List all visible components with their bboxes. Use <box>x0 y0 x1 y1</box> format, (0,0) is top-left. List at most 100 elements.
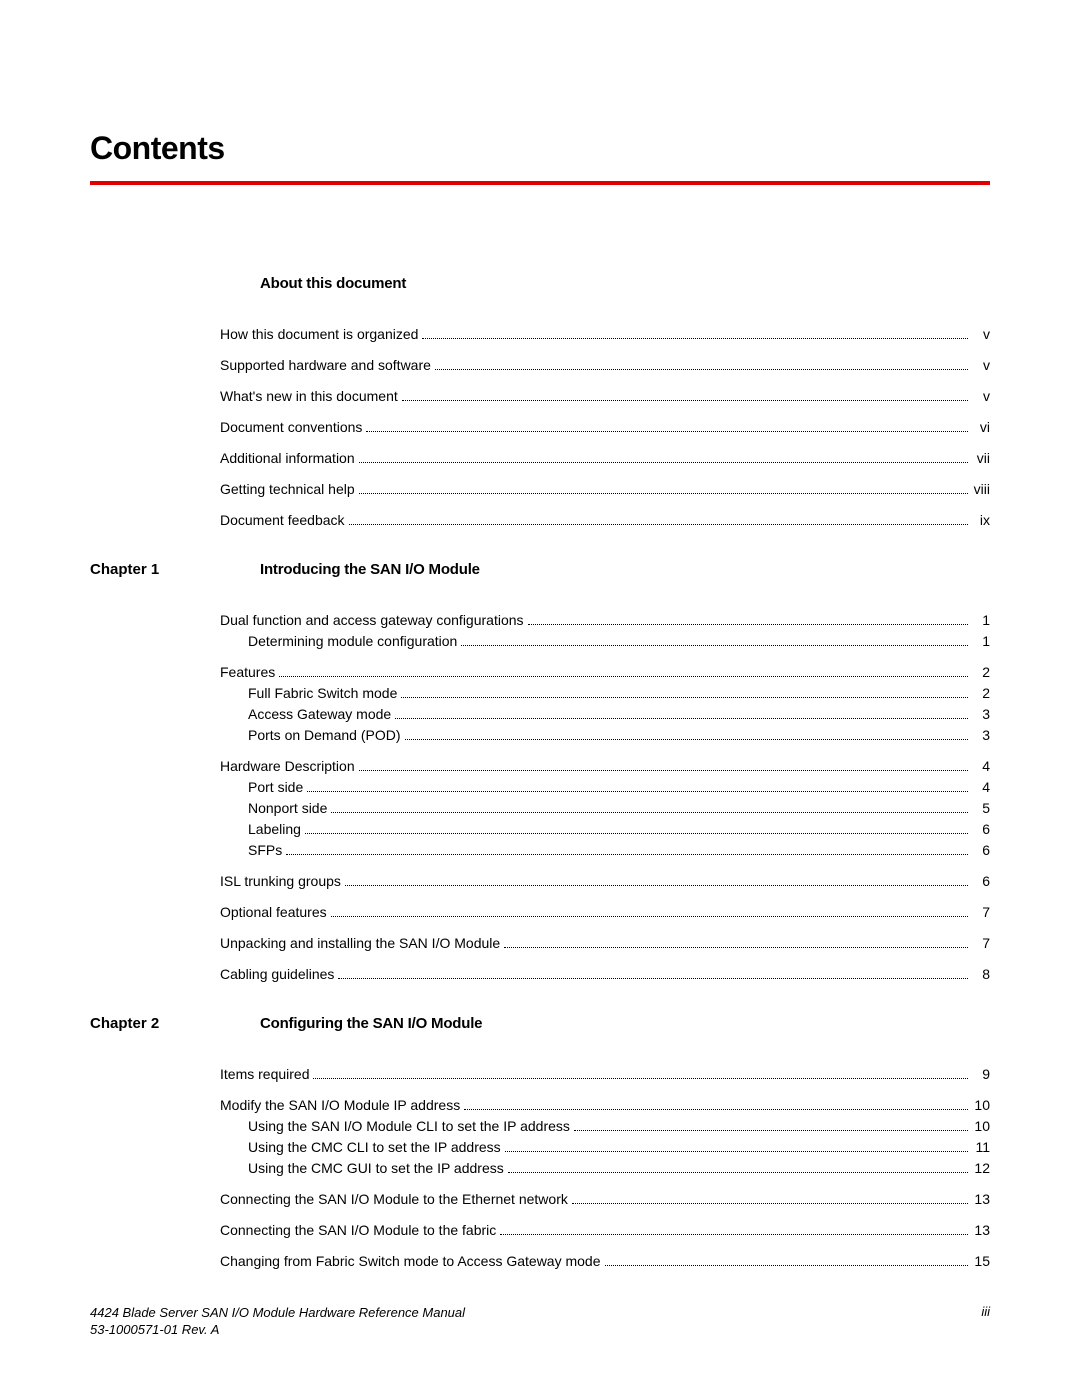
toc-entry-label: Full Fabric Switch mode <box>248 683 397 704</box>
toc-leader-dots <box>401 697 968 698</box>
toc-section: Chapter 1 Introducing the SAN I/O Module <box>90 561 990 600</box>
toc-subentry[interactable]: Full Fabric Switch mode 2 <box>220 683 990 704</box>
toc-entry[interactable]: Connecting the SAN I/O Module to the fab… <box>220 1220 990 1241</box>
toc-entry[interactable]: Items required9 <box>220 1064 990 1085</box>
toc-section: Chapter 2Configuring the SAN I/O Module <box>90 1015 990 1054</box>
toc-entry-page: 12 <box>972 1158 990 1179</box>
toc-leader-dots <box>504 947 968 948</box>
toc-entry-label: Port side <box>248 777 303 798</box>
toc-entry-group: Document conventionsvi <box>220 417 990 438</box>
toc-entry-label: Ports on Demand (POD) <box>248 725 401 746</box>
toc-subentry[interactable]: Ports on Demand (POD) 3 <box>220 725 990 746</box>
toc-entry-page: 11 <box>972 1137 990 1158</box>
toc-entry[interactable]: Optional features7 <box>220 902 990 923</box>
chapter-label: Chapter 1 <box>90 561 250 578</box>
toc-entry[interactable]: Unpacking and installing the SAN I/O Mod… <box>220 933 990 954</box>
toc-entry[interactable]: Additional informationvii <box>220 448 990 469</box>
toc-subentry[interactable]: Access Gateway mode3 <box>220 704 990 725</box>
toc-entry[interactable]: How this document is organizedv <box>220 324 990 345</box>
footer-doc-rev: 53-1000571-01 Rev. A <box>90 1321 465 1339</box>
toc-entry-label: Additional information <box>220 448 355 469</box>
toc-entry-label: Cabling guidelines <box>220 964 334 985</box>
toc-entry-group: Cabling guidelines8 <box>220 964 990 985</box>
section-entries: How this document is organizedv Supported… <box>90 324 990 531</box>
toc-entry-group: What's new in this documentv <box>220 386 990 407</box>
section-body: Configuring the SAN I/O Module <box>260 1015 990 1054</box>
toc-entry-page: 10 <box>972 1116 990 1137</box>
toc-subentry[interactable]: Port side 4 <box>220 777 990 798</box>
toc-entry-label: Unpacking and installing the SAN I/O Mod… <box>220 933 500 954</box>
toc-entry-group: Additional informationvii <box>220 448 990 469</box>
page-title: Contents <box>90 130 990 167</box>
toc-entry-page: 13 <box>972 1220 990 1241</box>
toc-entry-label: Connecting the SAN I/O Module to the fab… <box>220 1220 496 1241</box>
toc-entry[interactable]: Features2 <box>220 662 990 683</box>
section-title: About this document <box>260 275 990 292</box>
toc-entry-group: Items required9 <box>220 1064 990 1085</box>
toc-entry-page: v <box>972 355 990 376</box>
toc-leader-dots <box>366 431 968 432</box>
toc-leader-dots <box>331 916 968 917</box>
toc-entry[interactable]: Hardware Description4 <box>220 756 990 777</box>
footer-doc-title: 4424 Blade Server SAN I/O Module Hardwar… <box>90 1304 465 1322</box>
toc-entry-group: How this document is organizedv <box>220 324 990 345</box>
toc-subentry[interactable]: Nonport side5 <box>220 798 990 819</box>
toc-entry-page: 13 <box>972 1189 990 1210</box>
toc-entry[interactable]: Dual function and access gateway configu… <box>220 610 990 631</box>
section-left: Chapter 1 <box>90 561 260 578</box>
toc-entry[interactable]: Document feedbackix <box>220 510 990 531</box>
toc-entry-group: Connecting the SAN I/O Module to the Eth… <box>220 1189 990 1210</box>
toc-entry[interactable]: Modify the SAN I/O Module IP address10 <box>220 1095 990 1116</box>
toc-entry-page: 9 <box>972 1064 990 1085</box>
toc-entry-label: Nonport side <box>248 798 327 819</box>
toc-leader-dots <box>359 493 968 494</box>
toc-entry[interactable]: Changing from Fabric Switch mode to Acce… <box>220 1251 990 1272</box>
toc-entry-page: 2 <box>972 662 990 683</box>
toc-entry[interactable]: Getting technical helpviii <box>220 479 990 500</box>
section-entries: Items required9 Modify the SAN I/O Module… <box>90 1064 990 1272</box>
toc-entry-page: 6 <box>972 840 990 861</box>
toc-entry-group: Hardware Description4Port side4Nonport s… <box>220 756 990 861</box>
toc-entry[interactable]: Document conventionsvi <box>220 417 990 438</box>
toc-subentry[interactable]: SFPs 6 <box>220 840 990 861</box>
toc-entry-page: 4 <box>972 777 990 798</box>
toc-entry[interactable]: Supported hardware and software v <box>220 355 990 376</box>
toc-entry-page: 6 <box>972 819 990 840</box>
toc-leader-dots <box>286 854 968 855</box>
toc-entry-page: ix <box>972 510 990 531</box>
toc-leader-dots <box>574 1130 968 1131</box>
toc-entry-label: Dual function and access gateway configu… <box>220 610 524 631</box>
toc-entry-label: Using the CMC CLI to set the IP address <box>248 1137 501 1158</box>
footer-page-number: iii <box>981 1304 990 1339</box>
toc-entry[interactable]: ISL trunking groups6 <box>220 871 990 892</box>
toc-leader-dots <box>528 624 968 625</box>
toc-entry-page: 3 <box>972 725 990 746</box>
toc-entry-label: What's new in this document <box>220 386 398 407</box>
toc-entry-page: 1 <box>972 610 990 631</box>
toc-leader-dots <box>508 1172 968 1173</box>
section-body: Introducing the SAN I/O Module <box>260 561 990 600</box>
toc-entry-page: 1 <box>972 631 990 652</box>
toc-entry[interactable]: What's new in this documentv <box>220 386 990 407</box>
toc-leader-dots <box>345 885 968 886</box>
toc-leader-dots <box>605 1265 968 1266</box>
toc-leader-dots <box>422 338 968 339</box>
toc-subentry[interactable]: Using the SAN I/O Module CLI to set the … <box>220 1116 990 1137</box>
toc-entry-label: SFPs <box>248 840 282 861</box>
toc-container: About this document How this document is … <box>90 275 990 1272</box>
section-entries: Dual function and access gateway configu… <box>90 610 990 985</box>
toc-leader-dots <box>313 1078 968 1079</box>
toc-entry-label: Supported hardware and software <box>220 355 431 376</box>
toc-subentry[interactable]: Using the CMC GUI to set the IP address1… <box>220 1158 990 1179</box>
toc-subentry[interactable]: Labeling6 <box>220 819 990 840</box>
toc-entry[interactable]: Cabling guidelines8 <box>220 964 990 985</box>
toc-entry-page: 2 <box>972 683 990 704</box>
footer: 4424 Blade Server SAN I/O Module Hardwar… <box>90 1304 990 1339</box>
toc-subentry[interactable]: Determining module configuration1 <box>220 631 990 652</box>
toc-leader-dots <box>461 645 968 646</box>
toc-entry-page: 3 <box>972 704 990 725</box>
toc-subentry[interactable]: Using the CMC CLI to set the IP address 1… <box>220 1137 990 1158</box>
toc-entry-page: 15 <box>972 1251 990 1272</box>
toc-entry[interactable]: Connecting the SAN I/O Module to the Eth… <box>220 1189 990 1210</box>
toc-entry-page: 4 <box>972 756 990 777</box>
